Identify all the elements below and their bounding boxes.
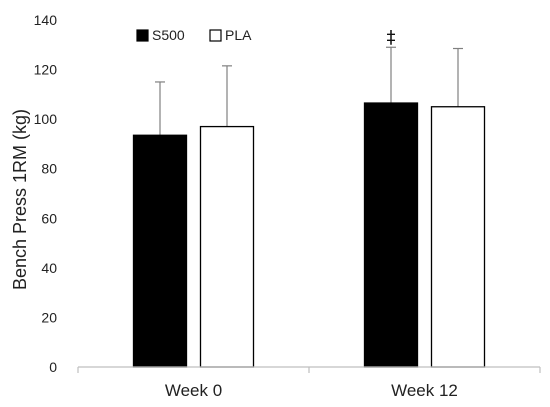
bar-s500-week-0 (132, 134, 188, 368)
legend-swatch-s500 (136, 29, 149, 42)
y-tick-label: 20 (41, 309, 57, 325)
annotations: ‡ (387, 27, 396, 48)
y-axis-label: Bench Press 1RM (kg) (10, 109, 30, 290)
y-tick-label: 40 (41, 260, 57, 276)
x-axis-ticks (77, 367, 541, 373)
y-axis-label-group: Bench Press 1RM (kg) (10, 109, 30, 290)
error-bars (155, 46, 463, 136)
y-tick-label: 140 (34, 12, 58, 28)
legend-label-s500: S500 (152, 27, 185, 43)
bar-pla-week-0 (199, 125, 255, 368)
legend-label-pla: PLA (225, 27, 252, 43)
y-tick-label: 120 (34, 62, 58, 78)
bar-s500-week-12 (363, 102, 419, 368)
bars (132, 102, 486, 368)
legend: S500 PLA (136, 27, 252, 43)
y-tick-label: 80 (41, 161, 57, 177)
bar-pla-week-12 (430, 106, 486, 368)
category-label: Week 12 (391, 381, 458, 400)
legend-swatch-pla (209, 29, 222, 42)
category-label: Week 0 (165, 381, 222, 400)
category-labels: Week 0 Week 12 (165, 381, 458, 400)
significance-marker: ‡ (387, 27, 396, 48)
y-tick-label: 0 (49, 359, 57, 375)
y-tick-labels: 0 20 40 60 80 100 120 140 (34, 12, 58, 375)
y-tick-label: 60 (41, 210, 57, 226)
y-tick-label: 100 (34, 111, 58, 127)
